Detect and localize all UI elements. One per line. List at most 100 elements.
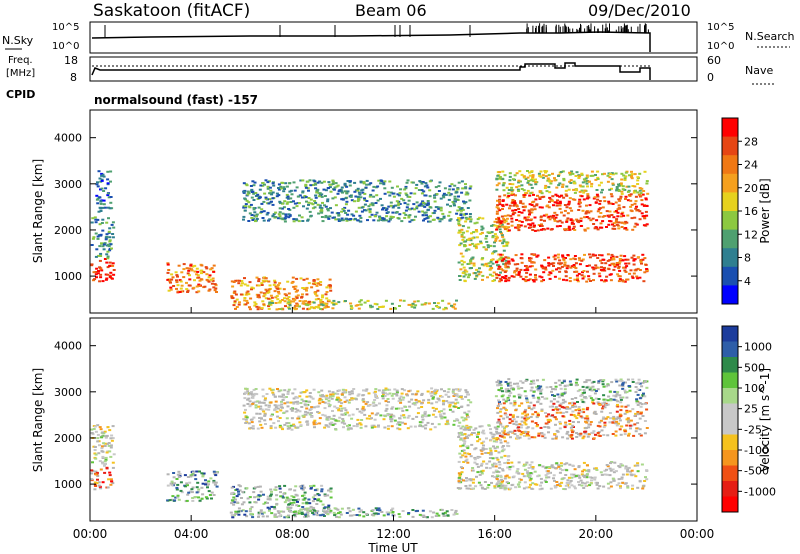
heatmap-cell xyxy=(406,416,410,419)
heatmap-cell xyxy=(479,464,483,467)
heatmap-cell xyxy=(495,177,499,180)
heatmap-cell xyxy=(350,392,354,395)
heatmap-cell xyxy=(435,390,438,393)
heatmap-cell xyxy=(523,434,526,437)
heatmap-cell xyxy=(615,393,619,396)
heatmap-cell xyxy=(525,434,529,437)
heatmap-cell xyxy=(99,200,103,203)
heatmap-cell xyxy=(523,417,527,420)
heatmap-cell xyxy=(558,225,562,227)
heatmap-cell xyxy=(518,481,522,484)
heatmap-cell xyxy=(558,467,562,470)
heatmap-cell xyxy=(264,197,268,200)
heatmap-cell xyxy=(304,300,308,303)
heatmap-cell xyxy=(623,255,627,258)
heatmap-cell xyxy=(287,306,290,309)
heatmap-cell xyxy=(644,210,648,213)
heatmap-cell xyxy=(176,290,180,293)
heatmap-cell xyxy=(446,419,450,422)
heatmap-cell xyxy=(278,426,282,429)
heatmap-cell xyxy=(462,479,465,482)
heatmap-cell xyxy=(92,236,96,239)
heatmap-cell xyxy=(444,193,448,196)
heatmap-cell xyxy=(291,392,295,395)
heatmap-cell xyxy=(464,220,468,223)
heatmap-cell xyxy=(366,404,370,407)
heatmap-cell xyxy=(585,211,589,214)
heatmap-cell xyxy=(187,269,191,272)
heatmap-cell xyxy=(457,481,461,484)
heatmap-cell xyxy=(438,220,442,223)
heatmap-cell xyxy=(474,247,478,250)
heatmap-cell xyxy=(524,265,528,267)
heatmap-cell xyxy=(276,286,280,289)
heatmap-cell xyxy=(582,178,586,181)
heatmap-cell xyxy=(611,182,615,185)
heatmap-cell xyxy=(275,404,279,407)
heatmap-cell xyxy=(574,397,578,399)
heatmap-cell xyxy=(457,224,461,227)
heatmap-cell xyxy=(508,418,512,421)
heatmap-cell xyxy=(324,293,328,296)
heatmap-cell xyxy=(453,184,457,187)
heatmap-cell xyxy=(252,184,256,187)
heatmap-cell xyxy=(623,412,627,415)
heatmap-cell xyxy=(328,186,332,189)
heatmap-cell xyxy=(521,432,525,434)
heatmap-cell xyxy=(570,437,574,440)
heatmap-cell xyxy=(491,280,495,282)
heatmap-cell xyxy=(287,216,291,219)
heatmap-cell xyxy=(167,289,171,292)
heatmap-cell xyxy=(582,468,586,471)
heatmap-cell xyxy=(582,198,586,201)
heatmap-cell xyxy=(392,195,396,198)
heatmap-cell xyxy=(617,204,621,207)
heatmap-cell xyxy=(271,191,275,194)
heatmap-cell xyxy=(298,512,301,515)
heatmap-cell xyxy=(626,470,630,473)
heatmap-cell xyxy=(363,199,367,202)
heatmap-cell xyxy=(268,507,271,510)
heatmap-cell xyxy=(353,514,357,516)
heatmap-cell xyxy=(440,388,443,391)
heatmap-cell xyxy=(404,405,408,408)
heatmap-cell xyxy=(310,306,314,309)
heatmap-cell xyxy=(503,214,507,217)
heatmap-cell xyxy=(480,462,484,465)
heatmap-cell xyxy=(531,176,535,178)
heatmap-cell xyxy=(405,409,409,412)
heatmap-cell xyxy=(628,194,632,197)
heatmap-cell xyxy=(540,225,544,227)
heatmap-cell xyxy=(270,193,274,196)
heatmap-cell xyxy=(285,499,288,502)
y-tick-label: 2000 xyxy=(54,224,82,237)
heatmap-cell xyxy=(95,194,99,197)
heatmap-cell xyxy=(337,516,341,519)
heatmap-cell xyxy=(634,412,638,415)
heatmap-cell xyxy=(520,253,524,256)
heatmap-cell xyxy=(214,284,218,287)
heatmap-cell xyxy=(511,259,515,262)
heatmap-cell xyxy=(448,219,452,222)
heatmap-cell xyxy=(170,273,174,276)
heatmap-cell xyxy=(610,172,614,175)
heatmap-cell xyxy=(615,218,619,221)
heatmap-cell xyxy=(402,199,406,202)
heatmap-cell xyxy=(531,482,535,485)
heatmap-cell xyxy=(498,239,502,242)
heatmap-cell xyxy=(630,203,634,206)
heatmap-cell xyxy=(256,427,260,430)
heatmap-cell xyxy=(297,220,301,223)
heatmap-cell xyxy=(296,195,300,198)
heatmap-cell xyxy=(468,453,472,456)
heatmap-cell xyxy=(465,487,469,490)
heatmap-cell xyxy=(271,214,275,217)
heatmap-cell xyxy=(427,414,431,417)
heatmap-cell xyxy=(605,226,608,228)
heatmap-cell xyxy=(574,409,578,412)
heatmap-cell xyxy=(509,402,513,405)
heatmap-cell xyxy=(576,390,580,393)
heatmap-cell xyxy=(512,423,516,425)
heatmap-cell xyxy=(365,513,369,516)
heatmap-cell xyxy=(358,510,362,513)
